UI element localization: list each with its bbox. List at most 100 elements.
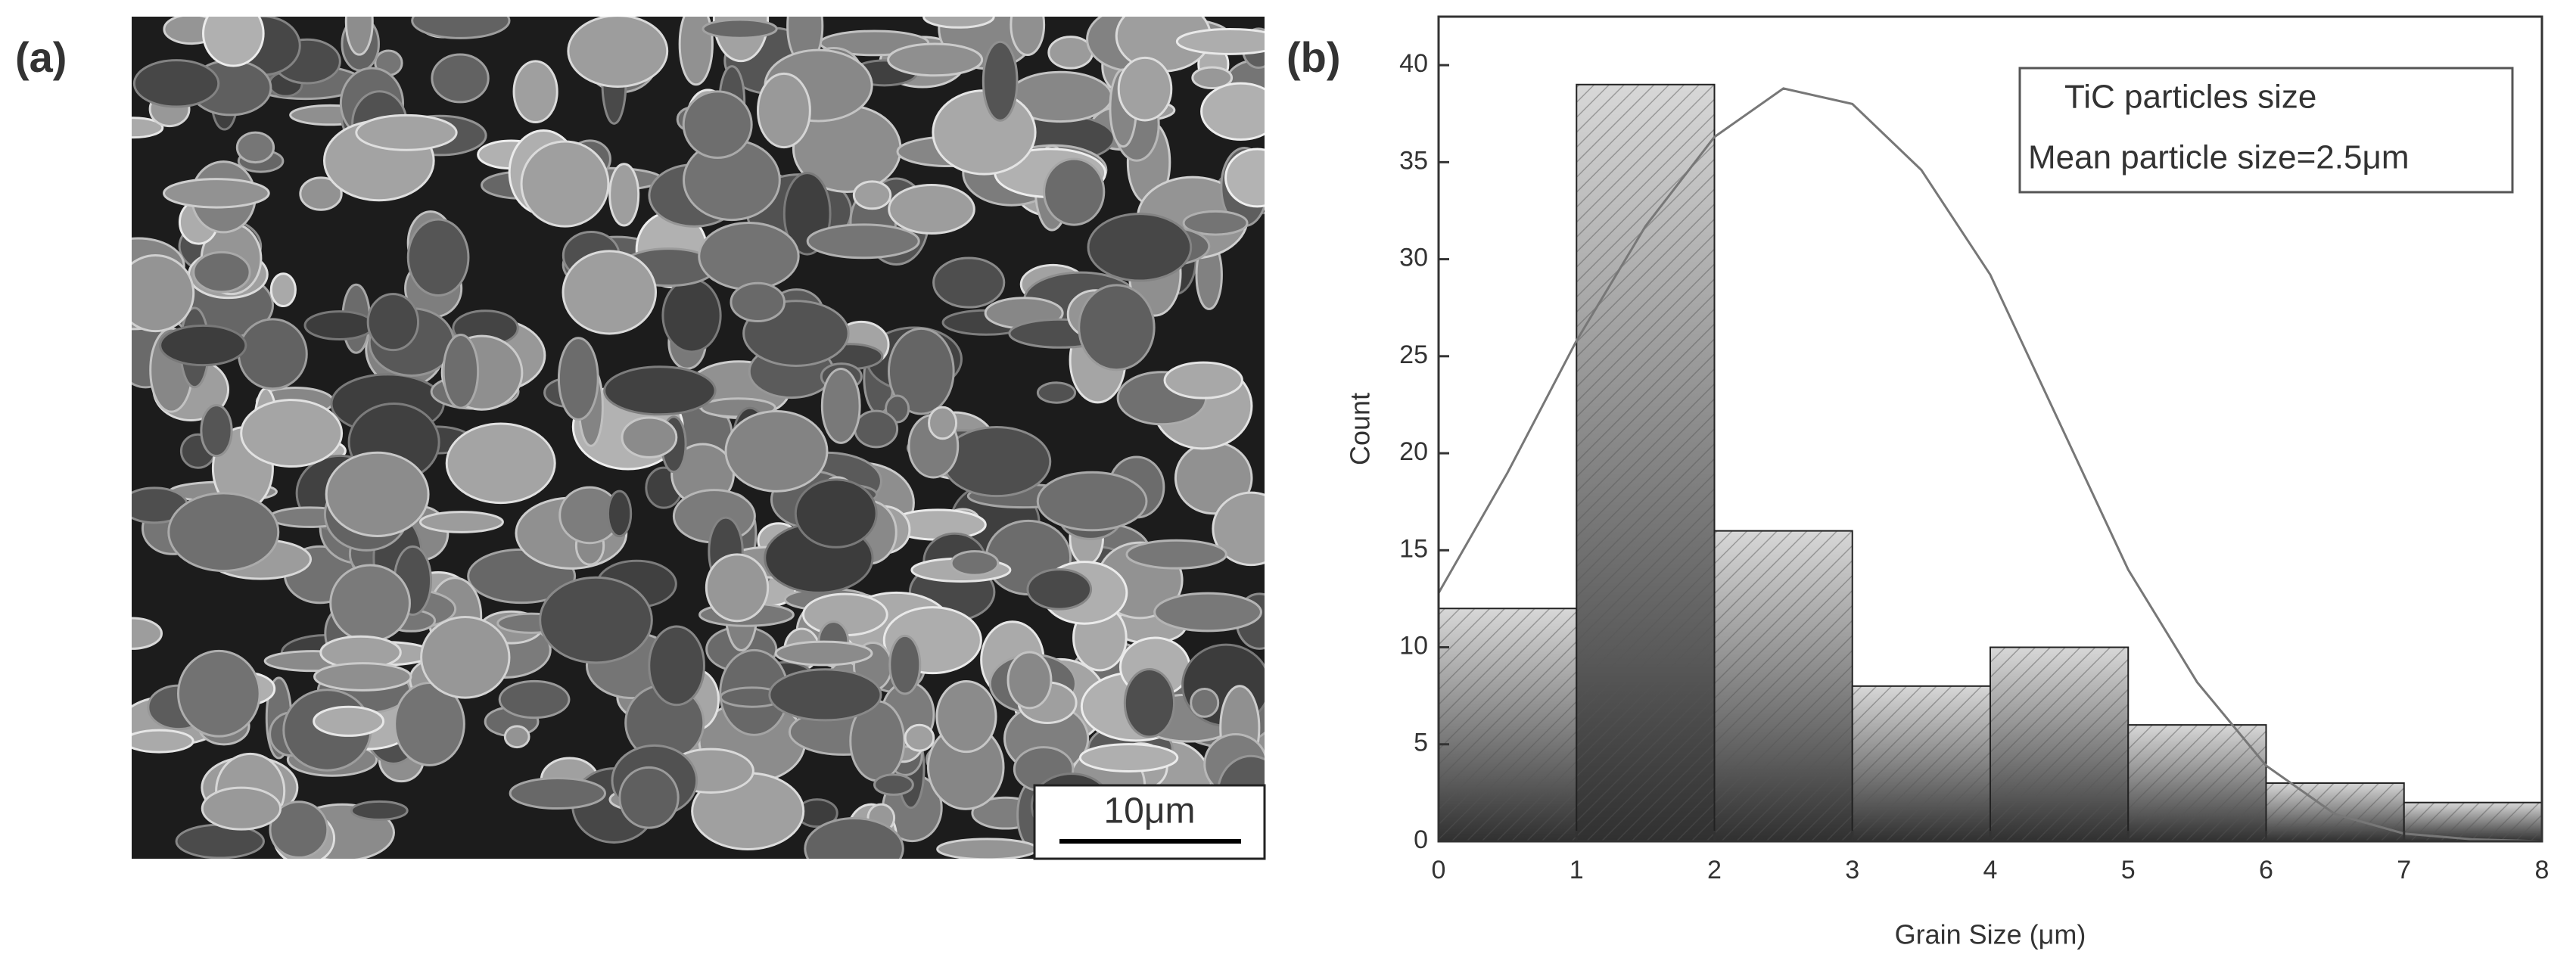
bar-hatch xyxy=(1990,646,2130,842)
x-tick-label: 3 xyxy=(1845,856,1859,884)
particle xyxy=(698,222,800,291)
particle xyxy=(1212,491,1265,567)
particle xyxy=(618,766,680,829)
y-tick-label: 25 xyxy=(1399,340,1428,369)
particle xyxy=(1200,82,1265,141)
particle xyxy=(201,786,282,831)
particle xyxy=(1010,17,1046,56)
particle xyxy=(888,634,922,695)
particle xyxy=(682,90,753,160)
particle xyxy=(1224,148,1265,208)
particle xyxy=(498,679,571,720)
particle xyxy=(200,404,233,458)
particle xyxy=(768,668,882,722)
sem-image xyxy=(132,17,1265,859)
x-tick-label: 8 xyxy=(2535,856,2550,884)
particle xyxy=(854,409,899,449)
particle xyxy=(303,310,375,340)
particle xyxy=(192,250,251,294)
scale-bar-box xyxy=(1033,784,1266,860)
particle xyxy=(648,625,705,707)
particle xyxy=(702,18,778,39)
particle xyxy=(202,17,265,67)
legend-entry: TiC particles size xyxy=(2064,79,2316,116)
particle xyxy=(163,178,270,209)
particle xyxy=(1182,210,1249,236)
particle xyxy=(888,183,975,235)
x-tick-label: 6 xyxy=(2259,856,2273,884)
legend-entry: Mean particle size=2.5μm xyxy=(2028,139,2409,176)
particle xyxy=(724,409,829,493)
particle xyxy=(1175,27,1265,55)
particle xyxy=(1043,157,1106,226)
x-tick-label: 5 xyxy=(2121,856,2136,884)
y-tick-label: 15 xyxy=(1399,534,1428,563)
particle xyxy=(1078,743,1179,772)
particle xyxy=(445,422,556,505)
particle xyxy=(606,490,633,538)
histogram: 0 1 2 3 4 5 6 7 8 0 5 10 15 20 25 30 35 40 Grain Size (μm)… xyxy=(1345,15,2550,950)
particle xyxy=(873,773,914,796)
bar-hatch xyxy=(1438,608,1578,842)
particle xyxy=(950,550,1000,577)
particle xyxy=(1190,687,1220,718)
particle xyxy=(928,406,958,440)
particle xyxy=(661,278,722,353)
particle xyxy=(237,318,308,390)
particle xyxy=(520,140,610,228)
particle xyxy=(820,367,861,444)
particle xyxy=(1078,284,1156,371)
particle xyxy=(420,616,511,699)
bar-hatch xyxy=(2127,724,2267,843)
particle xyxy=(904,723,935,752)
bar-hatch xyxy=(1713,530,1853,842)
particle xyxy=(567,17,669,88)
x-tick-label: 4 xyxy=(1983,856,1998,884)
y-tick-label: 35 xyxy=(1399,146,1428,175)
x-tick-label: 0 xyxy=(1432,856,1446,884)
particle xyxy=(366,293,420,352)
bar-hatch xyxy=(1851,685,1991,843)
particle xyxy=(539,576,653,664)
y-tick-label: 20 xyxy=(1399,437,1428,466)
particle xyxy=(132,729,194,754)
bar-hatch xyxy=(2265,782,2405,843)
particle xyxy=(730,281,786,323)
particle xyxy=(1153,592,1262,633)
particle xyxy=(852,180,892,210)
particle xyxy=(132,617,163,650)
particle xyxy=(932,256,1006,309)
particle xyxy=(350,800,409,821)
particle xyxy=(936,838,1038,859)
particle xyxy=(1087,213,1193,282)
particle xyxy=(240,399,344,468)
y-tick-label: 30 xyxy=(1399,244,1428,272)
y-tick-label: 40 xyxy=(1399,49,1428,78)
particle xyxy=(509,776,607,810)
legend-box xyxy=(2018,67,2514,194)
particle xyxy=(774,640,873,667)
y-axis-label: Count xyxy=(1345,393,1376,465)
particle xyxy=(794,478,878,549)
particle xyxy=(557,337,599,421)
particle xyxy=(503,725,530,749)
y-tick-label: 0 xyxy=(1414,825,1428,854)
panel-label: (a) xyxy=(15,33,67,81)
particle xyxy=(418,511,504,533)
particle xyxy=(757,72,811,149)
particle xyxy=(935,680,997,754)
particle xyxy=(411,17,511,39)
particle xyxy=(922,17,995,29)
fit-curve xyxy=(1437,87,2543,843)
particle xyxy=(1047,36,1094,70)
particle xyxy=(132,254,195,333)
particle xyxy=(431,53,490,104)
panel-label: (b) xyxy=(1286,33,1341,81)
x-tick-label: 2 xyxy=(1707,856,1722,884)
particle xyxy=(806,223,920,260)
particle xyxy=(235,131,275,164)
particle xyxy=(1036,381,1077,404)
particle xyxy=(1026,568,1093,611)
